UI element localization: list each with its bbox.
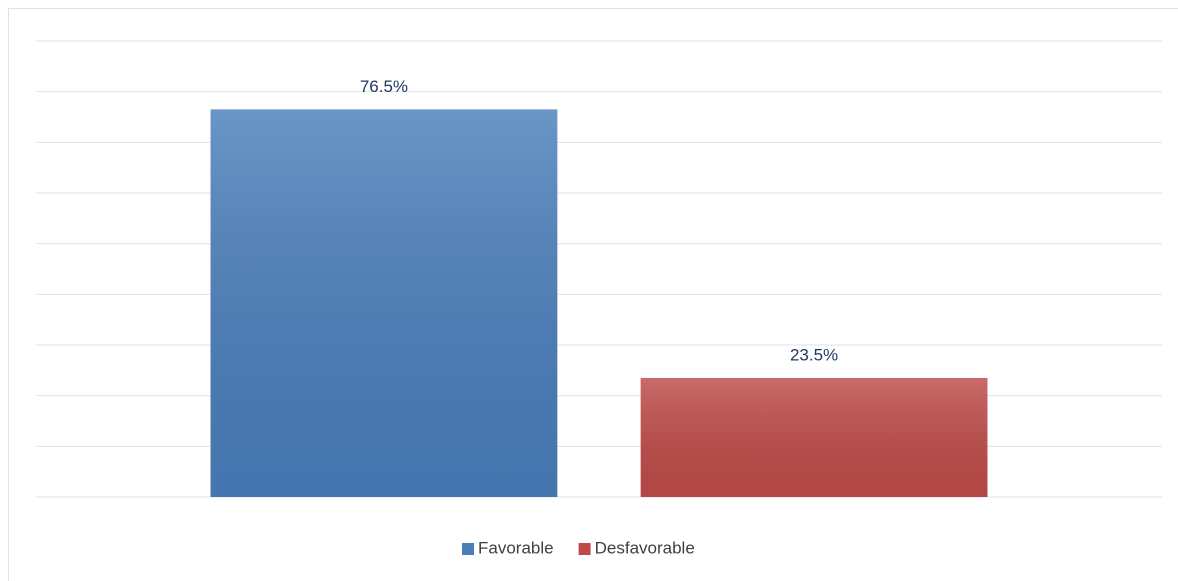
legend-swatch xyxy=(578,543,591,555)
data-label: 23.5% xyxy=(790,345,838,364)
data-label: 76.5% xyxy=(360,77,408,96)
chart-frame xyxy=(8,8,1178,581)
legend-label: Desfavorable xyxy=(595,538,695,557)
legend-swatch xyxy=(462,543,474,555)
bar xyxy=(640,377,988,497)
legend-label: Favorable xyxy=(478,538,554,557)
bar xyxy=(210,109,558,498)
